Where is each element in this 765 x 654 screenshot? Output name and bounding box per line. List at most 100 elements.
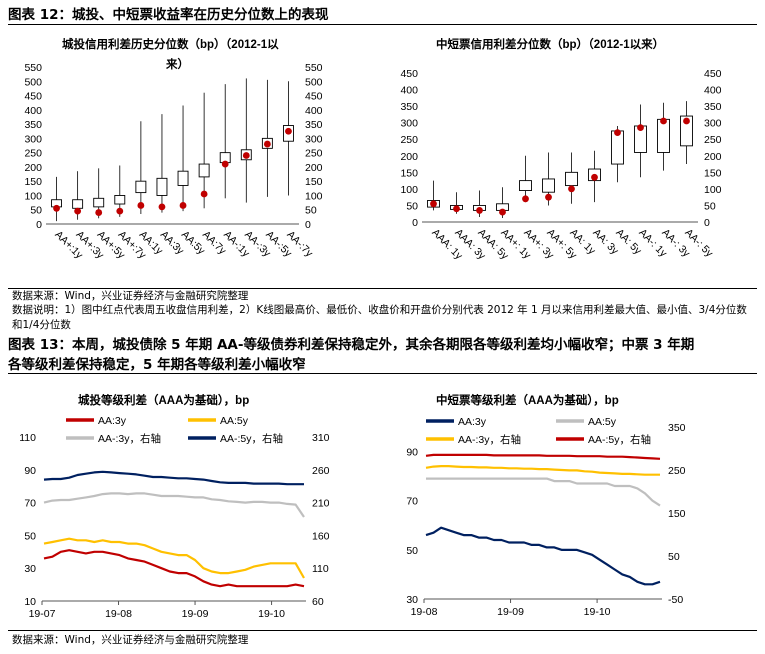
- y-tick-right: 150: [668, 508, 686, 520]
- y-tick-left: 0: [412, 217, 418, 229]
- y-tick-right: 0: [704, 217, 710, 229]
- figure-13-bottom-rule: [8, 630, 757, 631]
- candle-box: [135, 180, 147, 194]
- figure-12-note: 数据说明：1）图中红点代表周五收盘信用利差，2）K线图最高价、最低价、收盘价和开…: [12, 304, 747, 331]
- y-tick-left: 550: [24, 62, 42, 74]
- legend-label: AA-:3y，右轴: [98, 432, 161, 445]
- x-tick-label: 19-10: [584, 606, 611, 618]
- chart-title-line2: 来）: [165, 57, 189, 71]
- friday-spread-dot: [116, 207, 124, 215]
- y-tick-right: 550: [305, 62, 323, 74]
- y-tick-left: 300: [24, 133, 42, 145]
- series-line: [426, 477, 661, 507]
- y-tick-left: 450: [24, 91, 42, 103]
- y-tick-right: 450: [704, 68, 722, 80]
- series-line: [425, 526, 661, 586]
- y-tick-right: 350: [305, 119, 323, 131]
- y-tick-left: 110: [19, 432, 36, 444]
- y-tick-left: 300: [400, 118, 418, 130]
- candle-box: [519, 180, 532, 191]
- legend-label: AA-:3y，右轴: [458, 433, 521, 446]
- friday-spread-dot: [158, 203, 166, 211]
- y-tick-right: 260: [312, 465, 330, 477]
- y-tick-right: 50: [704, 200, 716, 212]
- y-tick-left: 250: [400, 134, 418, 146]
- y-tick-right: 250: [668, 465, 686, 477]
- y-tick-right: 350: [704, 101, 722, 113]
- candle-box: [177, 170, 189, 186]
- legend-label: AA:3y: [458, 416, 487, 428]
- y-tick-right: 350: [668, 422, 686, 434]
- friday-spread-dot: [545, 193, 552, 201]
- friday-spread-dot: [179, 202, 187, 209]
- y-tick-right: 250: [305, 148, 323, 160]
- candle-box: [198, 163, 210, 178]
- figure-13-top-rule: [8, 373, 757, 374]
- y-tick-right: 300: [704, 118, 722, 130]
- y-tick-right: 310: [312, 432, 330, 444]
- mtn-rating-spread-chart: 中短票等级利差（AAA为基础），bp 30 50 70 90 -50 50 150 250 350…: [406, 393, 686, 618]
- y-tick-right: 400: [305, 105, 323, 117]
- y-tick-right: 200: [305, 162, 323, 174]
- series-line: [43, 537, 305, 579]
- y-tick-right: 60: [312, 596, 324, 608]
- y-tick-left: 100: [400, 184, 418, 196]
- friday-spread-dot: [522, 195, 529, 203]
- chengtou-rating-spread-chart: 城投等级利差（AAA为基础），bp 10 30 50 70 90 110 60 110 160 21…: [19, 393, 330, 620]
- series-line: [43, 549, 305, 588]
- y-tick-left: 450: [400, 68, 418, 80]
- y-tick-left: 50: [406, 545, 418, 557]
- series-line: [425, 464, 660, 476]
- y-tick-right: 50: [305, 205, 317, 217]
- x-tick-label: 19-09: [497, 606, 524, 618]
- friday-spread-dot: [263, 140, 271, 148]
- y-tick-right: 300: [305, 133, 323, 145]
- friday-spread-dot: [74, 207, 82, 215]
- candle-box: [680, 115, 693, 147]
- y-tick-left: 50: [24, 530, 36, 542]
- friday-spread-dot: [242, 152, 250, 159]
- y-tick-right: 400: [704, 85, 722, 97]
- y-tick-right: 250: [704, 134, 722, 146]
- legend-label: AA:3y: [98, 415, 127, 427]
- candle-box: [114, 195, 126, 205]
- y-tick-left: 30: [24, 563, 36, 575]
- y-tick-left: 30: [406, 594, 418, 606]
- x-tick-label: 19-09: [182, 608, 209, 620]
- friday-spread-dot: [285, 127, 292, 135]
- y-tick-right: 100: [704, 184, 722, 196]
- y-tick-left: 350: [24, 119, 42, 131]
- chengtou-spread-percentile-chart: 城投信用利差历史分位数（bp）（2012-1以来） 0 0 50 50 100 100 150…: [24, 37, 323, 262]
- y-tick-left: 400: [24, 105, 42, 117]
- friday-spread-dot: [95, 209, 103, 216]
- y-tick-left: 10: [24, 596, 36, 608]
- y-tick-right: 150: [305, 176, 323, 188]
- figure-12-bottom-rule: [8, 288, 757, 289]
- candle-box: [565, 171, 578, 187]
- y-tick-left: 50: [30, 205, 42, 217]
- y-tick-left: 150: [400, 167, 418, 179]
- x-tick-label: 19-10: [258, 608, 285, 620]
- candle-box: [542, 178, 555, 193]
- x-tick-label: 19-08: [105, 608, 132, 620]
- friday-spread-dot: [637, 124, 644, 132]
- friday-spread-dot: [137, 202, 145, 209]
- y-tick-left: 0: [36, 219, 42, 231]
- friday-spread-dot: [568, 185, 575, 193]
- y-tick-right: 500: [305, 76, 323, 88]
- y-tick-left: 150: [24, 176, 42, 188]
- y-tick-right: 200: [704, 151, 722, 163]
- chart-title: 中短票等级利差（AAA为基础），bp: [436, 393, 619, 407]
- friday-spread-dot: [200, 190, 208, 198]
- chart-title: 城投信用利差历史分位数（bp）（2012-1以: [62, 37, 279, 51]
- x-tick-label: 19-07: [29, 608, 56, 620]
- y-tick-right: 50: [668, 551, 680, 563]
- y-tick-right: -50: [668, 594, 683, 606]
- y-tick-right: 100: [305, 190, 323, 202]
- series-line: [425, 453, 661, 460]
- friday-spread-dot: [614, 129, 621, 136]
- y-tick-right: 110: [312, 563, 329, 575]
- figure-12-title: 图表 12：城投、中短票收益率在历史分位数上的表现: [8, 7, 329, 23]
- friday-spread-dot: [591, 173, 598, 181]
- y-tick-left: 50: [406, 200, 418, 212]
